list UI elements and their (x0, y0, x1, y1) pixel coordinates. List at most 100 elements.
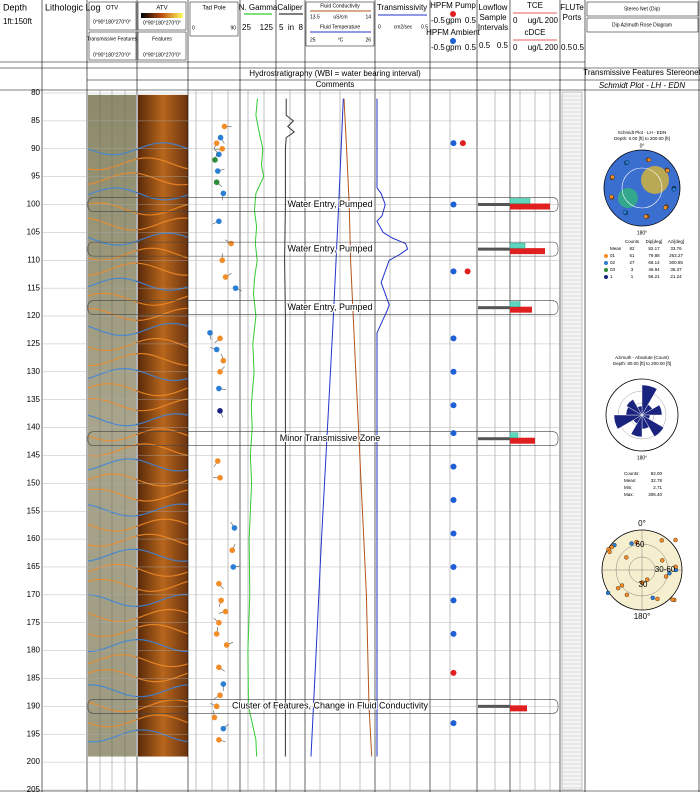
label: Water Entry, Pumped (287, 302, 372, 312)
label: ATV (156, 6, 167, 12)
sample-interval (478, 248, 510, 251)
label: Depth: 80.00 [ft] to 200.00 [ft] (613, 361, 671, 366)
label: 0.5 (465, 16, 477, 25)
label: Hydrostratigraphy (WBI = water bearing i… (249, 69, 421, 78)
label: 195 (27, 729, 41, 738)
label: 32.78 (651, 478, 663, 483)
pole (610, 545, 614, 549)
tadpole (219, 146, 225, 152)
label: Sample (479, 13, 507, 22)
tadpole (223, 274, 229, 280)
label: Features (152, 36, 172, 42)
tadpole (232, 525, 238, 531)
pole (644, 215, 648, 219)
hpfm-point (451, 202, 457, 208)
tadpole (233, 285, 239, 291)
hpfm-point (451, 597, 457, 603)
label: 30-60 (655, 565, 676, 574)
label: 125 (27, 339, 41, 348)
tadpole (218, 135, 224, 141)
label: Minor Transmissive Zone (280, 433, 381, 443)
label: 0 (513, 43, 518, 52)
hpfm-point (451, 631, 457, 637)
label: Stereo Net (Dip) (624, 6, 660, 12)
label: 51 (629, 253, 635, 258)
label: 02 (610, 260, 616, 265)
tadpole (217, 369, 223, 375)
label: 21.24 (670, 274, 682, 279)
label: 14 (365, 14, 371, 20)
label: Lowflow (479, 3, 508, 12)
label: Transmissivity (377, 3, 427, 12)
hpfm-point (451, 720, 457, 726)
label: 135 (27, 395, 41, 404)
tadpole (231, 564, 237, 570)
label: 180° (637, 230, 647, 236)
label: Caliper (277, 3, 303, 12)
hpfm-point (451, 531, 457, 537)
color-bar (141, 13, 183, 18)
label: 105 (27, 228, 41, 237)
label: Schmidt Plot - LH - EDN (618, 130, 667, 135)
label: -0.5 (431, 16, 445, 25)
label: 205 (27, 785, 41, 792)
label: Tad Pole (202, 6, 226, 12)
label: 82.17 (648, 246, 660, 251)
label: cDCE (525, 28, 546, 37)
label: 30 (639, 580, 648, 589)
pole (608, 550, 612, 554)
label: 95 (31, 172, 40, 181)
label: 0°90°180°270°0° (93, 52, 131, 58)
label: 160 (27, 534, 41, 543)
tadpole (218, 598, 224, 604)
label: HPFM Pump (430, 1, 476, 10)
sample-interval (478, 306, 510, 309)
label: 5 (279, 23, 284, 32)
tadpole (215, 458, 221, 464)
label: FLUTe (560, 3, 584, 12)
label: Depth: 0.00 [ft] to 200.00 [ft] (614, 136, 670, 141)
label: 46.94 (648, 267, 660, 272)
tadpole (217, 408, 223, 414)
hpfm-point (451, 464, 457, 470)
label: Water Entry, Pumped (287, 199, 372, 209)
label: 175 (27, 618, 41, 627)
pole (625, 593, 629, 597)
pole (670, 598, 674, 602)
label: uS/cm (333, 14, 347, 20)
tadpole (217, 692, 223, 698)
sample-interval (478, 203, 510, 206)
label: Schmidt Plot - LH - EDN (599, 81, 685, 90)
tadpole (219, 257, 225, 263)
pole (610, 195, 614, 199)
pole (630, 541, 634, 545)
tadpole (216, 737, 222, 743)
tce-bar (510, 438, 535, 444)
cdce-bar (510, 302, 520, 307)
label: TCE (527, 1, 543, 10)
label: 155 (27, 506, 41, 515)
label: 0° (638, 519, 646, 528)
hpfm-point (451, 670, 457, 676)
tadpole (216, 581, 222, 587)
label: 0.5 (561, 43, 573, 52)
label: 0 (513, 16, 518, 25)
label: 0.5 (573, 43, 585, 52)
label: 120 (27, 311, 41, 320)
label: Transmissive Features (87, 36, 138, 42)
tick-label: 0 (192, 25, 195, 31)
hpfm-point (451, 497, 457, 503)
label: 79.88 (648, 253, 660, 258)
set-dot (604, 254, 608, 258)
label: 190 (27, 701, 41, 710)
label: 263.27 (669, 253, 683, 258)
label: 180° (637, 455, 647, 461)
label: gpm (446, 16, 462, 25)
label: 0.5 (497, 41, 509, 50)
tadpole (215, 168, 221, 174)
set-dot (604, 261, 608, 265)
pole (674, 538, 678, 542)
atv-image (138, 95, 188, 757)
label: 110 (27, 255, 40, 264)
